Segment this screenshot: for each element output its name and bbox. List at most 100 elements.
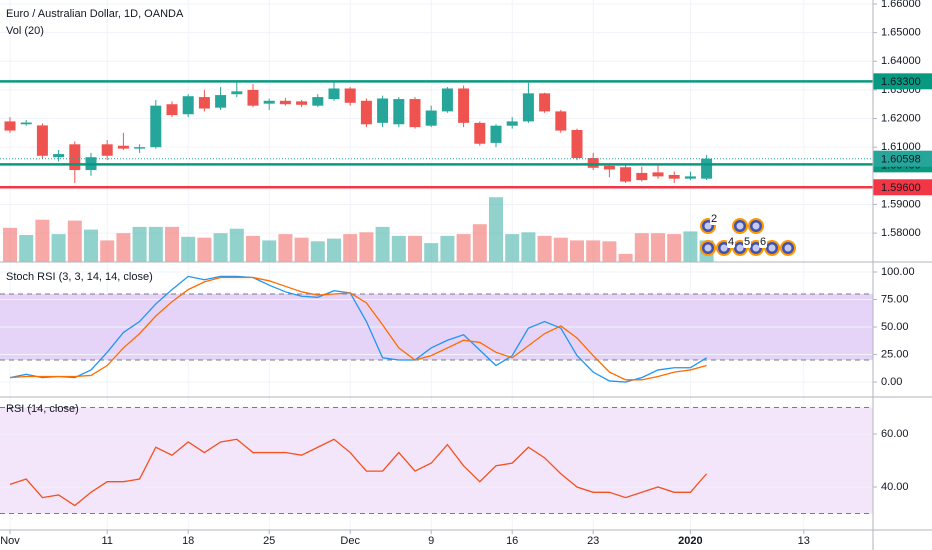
candle-body (377, 98, 389, 123)
y-tick-label: 1.66000 (881, 0, 921, 10)
candle-body (441, 88, 453, 112)
price-label: 1.63300 (881, 76, 921, 88)
stoch-title: Stoch RSI (3, 3, 14, 14, close) (6, 271, 153, 283)
volume-bar (181, 236, 196, 262)
volume-bar (521, 232, 536, 262)
event-count-bg (759, 236, 767, 248)
candle-body (522, 93, 534, 122)
candle-body (490, 125, 502, 143)
candle-body (166, 104, 178, 116)
candle-body (409, 99, 421, 128)
volume-bar (278, 234, 293, 262)
event-count-bg (743, 236, 751, 248)
candle-body (636, 172, 648, 181)
candle-body (117, 145, 129, 149)
event-icon-inner (704, 244, 712, 252)
volume-bar (667, 234, 682, 262)
x-tick-label: 13 (798, 535, 810, 547)
candle-body (182, 96, 194, 115)
candle-body (279, 100, 291, 105)
candle-body (701, 158, 713, 179)
volume-bar (197, 237, 212, 262)
candle-body (101, 144, 113, 156)
volume-bar (602, 241, 617, 262)
candle-body (344, 88, 356, 103)
price-label-box (873, 150, 932, 167)
price-label-box (873, 179, 932, 196)
x-tick-label: 9 (428, 535, 434, 547)
candle-body (603, 165, 615, 170)
volume-bar (148, 226, 163, 262)
volume-bar (51, 234, 66, 262)
volume-bar (262, 240, 277, 262)
chart-title: Euro / Australian Dollar, 1D, OANDA (6, 8, 184, 20)
x-tick-label: Nov (0, 535, 20, 547)
candle-body (668, 174, 680, 179)
volume-bar (634, 233, 649, 262)
volume-bar (537, 235, 552, 262)
event-count: 4 (728, 236, 734, 248)
candle-body (231, 91, 243, 95)
candle-body (652, 172, 664, 177)
volume-bar (310, 241, 325, 262)
volume-bar (489, 197, 503, 262)
volume-bar (246, 235, 260, 262)
volume-bar (3, 227, 17, 262)
x-tick-label: 25 (263, 535, 275, 547)
volume-bar (343, 234, 358, 262)
volume-bar (408, 235, 422, 262)
volume-bar (229, 228, 244, 262)
volume-bar (100, 240, 115, 262)
candle-body (53, 154, 65, 158)
volume-bar (165, 226, 179, 262)
volume-bar (651, 233, 665, 262)
y-tick-label: 40.00 (881, 481, 909, 493)
candle-body (20, 122, 32, 125)
indicator-line (9, 276, 707, 381)
event-icon-inner (704, 222, 712, 230)
y-tick-label: 1.64000 (881, 55, 921, 67)
candle-body (684, 176, 696, 179)
x-tick-label: Dec (340, 535, 360, 547)
volume-bar (19, 235, 34, 262)
price-label: 1.59600 (881, 182, 921, 194)
candle-body (620, 167, 632, 182)
y-tick-label: 75.00 (881, 293, 909, 305)
candle-body (198, 97, 210, 109)
candle-body (571, 129, 583, 159)
x-tick-label: 18 (182, 535, 194, 547)
candle-body (312, 97, 324, 106)
event-icon-inner (752, 222, 760, 230)
event-count: 2 (711, 213, 717, 225)
volume-bar (35, 219, 50, 262)
volume-bar (327, 238, 341, 262)
volume-title: Vol (20) (6, 25, 44, 37)
candle-body (150, 105, 162, 148)
volume-bar (586, 240, 601, 262)
volume-bar (472, 224, 487, 262)
x-tick-label: 11 (101, 535, 112, 547)
candle-body (4, 121, 16, 131)
volume-bar (553, 237, 568, 262)
volume-bar (132, 226, 147, 262)
volume-bar (375, 226, 390, 262)
volume-bar (440, 235, 455, 262)
candle-body (587, 158, 599, 168)
volume-bar (424, 243, 439, 262)
volume-bar (618, 253, 633, 262)
y-tick-label: 1.58000 (881, 227, 921, 239)
indicator-line (9, 275, 707, 383)
plot (3, 81, 714, 507)
grid (0, 0, 877, 534)
event-icon-inner (784, 244, 792, 252)
event-count-bg (710, 213, 718, 225)
volume-bar (213, 233, 228, 262)
candle-body (215, 95, 227, 108)
event-count: 6 (760, 236, 766, 248)
candle-body (328, 88, 340, 100)
volume-bar (683, 231, 698, 262)
y-tick-label: 1.65000 (881, 27, 921, 39)
event-icon-inner (768, 244, 776, 252)
